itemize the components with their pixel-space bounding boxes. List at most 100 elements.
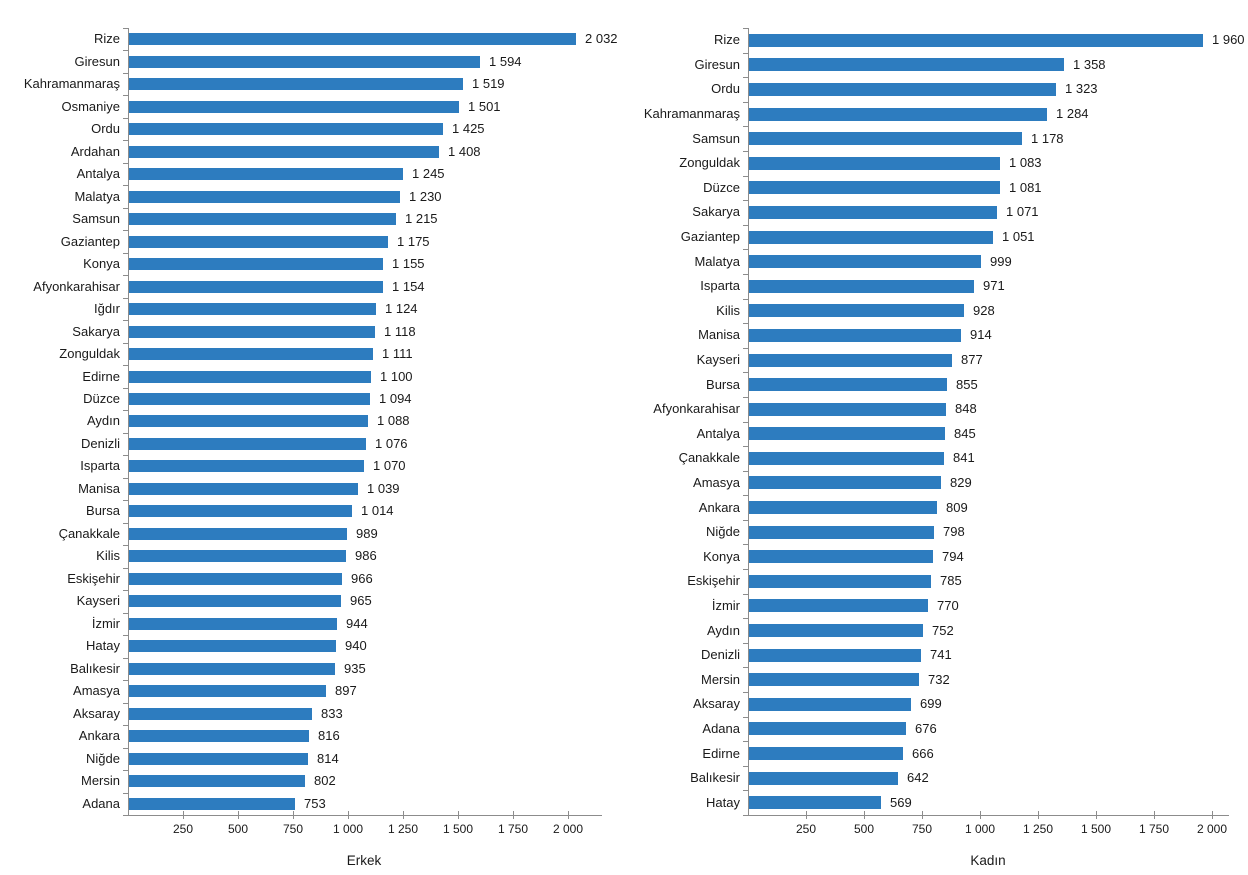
bar [129,393,370,405]
category-label: Zonguldak [59,346,120,361]
bar [749,403,946,416]
category-label: Amasya [693,475,740,490]
category-label: Sakarya [692,204,740,219]
y-axis-tick [743,348,748,349]
category-label: Kilis [96,548,120,563]
bar [129,303,376,315]
y-axis-tick [743,766,748,767]
bar [749,550,933,563]
y-axis-tick [743,299,748,300]
y-axis-tick [123,118,128,119]
x-tick-label: 1 500 [442,822,474,836]
value-label: 1 230 [409,189,442,204]
y-axis-tick [743,815,748,816]
category-label: Kilis [716,303,740,318]
bar [749,526,934,539]
value-label: 809 [946,500,968,515]
bar [129,528,347,540]
y-axis-tick [743,544,748,545]
category-label: Hatay [86,638,120,653]
bar [129,56,480,68]
bar [129,101,459,113]
category-label: Zonguldak [679,155,740,170]
bar [129,348,373,360]
y-axis-tick [743,151,748,152]
x-axis-tick [1038,811,1039,819]
bar [749,378,947,391]
value-label: 1 155 [392,256,425,271]
bar [749,108,1047,121]
x-axis-line [128,815,602,816]
y-axis-tick [743,569,748,570]
y-axis-tick [743,274,748,275]
y-axis-tick [743,422,748,423]
category-label: Giresun [694,57,740,72]
category-label: İzmir [711,598,740,613]
category-label: Aydın [706,623,740,638]
y-axis-line [748,28,749,815]
value-label: 1 094 [379,391,412,406]
bar [749,452,944,465]
bar [129,505,352,517]
x-axis-tick [980,811,981,819]
category-label: Ankara [698,500,740,515]
x-axis-tick [238,811,239,819]
y-axis-tick [123,208,128,209]
x-axis-title-erkek: Erkek [346,853,382,868]
value-label: 1 014 [361,503,394,518]
value-label: 802 [314,773,336,788]
value-label: 732 [928,672,950,687]
value-label: 986 [355,548,377,563]
x-tick-label: 2 000 [1196,822,1228,836]
category-label: Düzce [703,180,740,195]
category-label: Konya [83,256,120,271]
x-tick-label: 1 250 [1022,822,1054,836]
bar [749,772,898,785]
bar [129,775,305,787]
value-label: 1 358 [1073,57,1106,72]
y-axis-tick [743,446,748,447]
bar [129,798,295,810]
category-label: Düzce [83,391,120,406]
bar [129,371,371,383]
y-axis-tick [743,77,748,78]
x-axis-tick [403,811,404,819]
value-label: 1 081 [1009,180,1042,195]
value-label: 833 [321,706,343,721]
value-label: 699 [920,696,942,711]
value-label: 935 [344,661,366,676]
x-tick-label: 250 [795,822,817,836]
y-axis-tick [743,741,748,742]
y-axis-tick [123,770,128,771]
x-axis-tick [864,811,865,819]
value-label: 944 [346,616,368,631]
y-axis-tick [123,793,128,794]
category-label: Rize [713,32,740,47]
y-axis-tick [743,372,748,373]
bar [749,624,923,637]
category-label: Edirne [82,369,120,384]
value-label: 1 070 [373,458,406,473]
category-label: Manisa [698,327,740,342]
category-label: Edirne [702,746,740,761]
value-label: 1 111 [382,346,413,361]
value-label: 1 083 [1009,155,1042,170]
bar [129,168,403,180]
category-label: Bursa [86,503,120,518]
bar [129,483,358,495]
y-axis-tick [743,28,748,29]
bar [749,722,906,735]
y-axis-tick [743,471,748,472]
value-label: 2 032 [585,31,618,46]
y-axis-tick [743,53,748,54]
bar [749,649,921,662]
bar [749,157,1000,170]
y-axis-tick [743,643,748,644]
x-tick-label: 1 000 [964,822,996,836]
y-axis-tick [743,126,748,127]
y-axis-tick [123,568,128,569]
value-label: 794 [942,549,964,564]
category-label: Amasya [73,683,120,698]
value-label: 989 [356,526,378,541]
y-axis-tick [123,635,128,636]
